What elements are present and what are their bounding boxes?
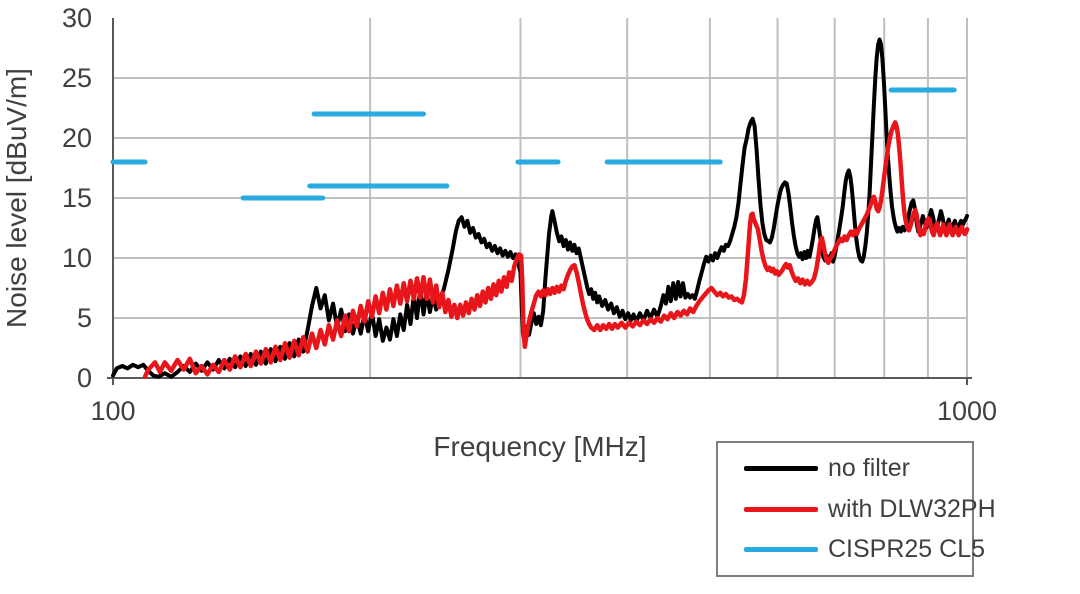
y-tick-label-0: 0 [77,363,92,393]
y-tick-label-5: 5 [77,303,92,333]
data-series [110,37,970,380]
tick-labels: 0 5 10 15 20 25 30 [62,3,92,393]
no-filter-curve [111,37,969,379]
legend: no filter with DLW32PH CISPR25 CL5 [716,441,996,577]
axes [107,18,972,385]
x-axis-title: Frequency [MHz] [433,431,646,462]
legend-label-no-filter: no filter [828,454,910,483]
x-tick-label-1000: 1000 [937,396,997,426]
y-tick-label-25: 25 [62,63,92,93]
legend-label-with-filter: with DLW32PH [828,494,996,523]
legend-item-with-filter: with DLW32PH [744,495,996,524]
with-filter-line-swatch [744,506,818,512]
y-tick-label-20: 20 [62,123,92,153]
y-tick-label-15: 15 [62,183,92,213]
legend-label-cispr-limit: CISPR25 CL5 [828,534,986,563]
y-tick-label-30: 30 [62,3,92,33]
cispr-limit-line-swatch [744,546,818,552]
x-tick-label-100: 100 [90,396,135,426]
with-filter-curve [142,120,970,380]
legend-item-cispr-limit: CISPR25 CL5 [744,535,985,564]
legend-item-no-filter: no filter [744,454,972,483]
y-tick-label-10: 10 [62,243,92,273]
no-filter-line-swatch [744,466,818,472]
y-axis-title: Noise level [dBuV/m] [1,68,32,328]
